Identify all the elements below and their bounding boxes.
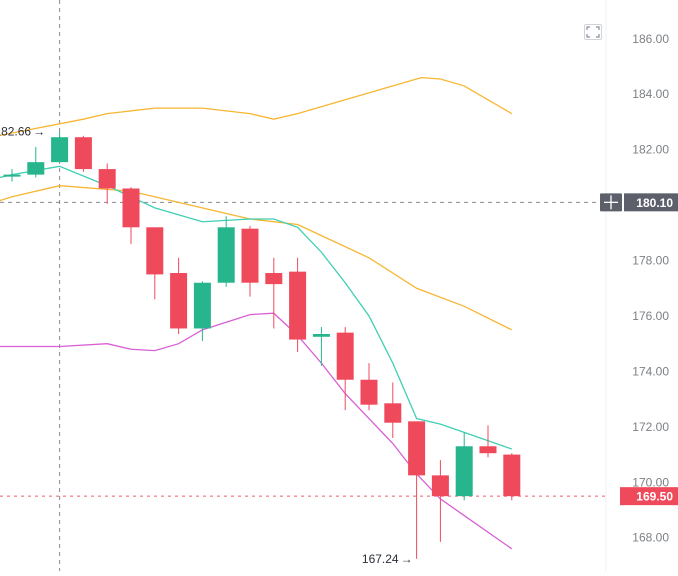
candle-body[interactable] [193,282,211,329]
candle-body[interactable] [289,271,307,340]
low-price-label: 167.24 [362,552,399,566]
candle-body[interactable] [146,227,164,275]
moving-average-line [0,165,513,450]
candle-body[interactable] [122,188,140,228]
y-tick-label: 184.00 [632,87,669,101]
candle-body[interactable] [360,379,378,405]
lower-band-line [0,312,513,550]
y-tick-label: 168.00 [632,531,669,545]
y-tick-label: 182.00 [632,143,669,157]
candle-body[interactable] [3,174,21,177]
candle-body[interactable] [74,137,92,170]
middle-band-line [0,185,513,331]
last-price-label: 169.50 [636,490,673,504]
candle-body[interactable] [384,403,402,423]
y-tick-label: 172.00 [632,420,669,434]
candle-body[interactable] [51,137,69,163]
candle-body[interactable] [312,334,330,337]
expand-icon[interactable] [584,24,602,40]
upper-band-line [0,76,513,137]
candle-body[interactable] [27,162,45,175]
candle-body[interactable] [503,454,521,497]
crosshair-price-label: 180.10 [636,196,673,210]
candle-body[interactable] [241,228,259,283]
candle-body[interactable] [98,169,116,189]
candle-body[interactable] [408,421,426,476]
candle-body[interactable] [265,273,283,285]
last-price-tag [620,487,678,506]
candle-body[interactable] [479,446,497,454]
candle-body[interactable] [336,332,354,380]
candle-body[interactable] [217,227,235,283]
candle-body[interactable] [170,273,188,329]
y-tick-label: 170.00 [632,475,669,489]
y-tick-label: 176.00 [632,309,669,323]
candle-body[interactable] [431,475,449,497]
candle-body[interactable] [455,446,473,497]
crosshair-price-tag [624,193,678,212]
high-price-label: 182.66 [0,124,31,138]
y-tick-label: 186.00 [632,32,669,46]
low-arrow-icon: → [401,552,413,566]
y-tick-label: 178.00 [632,254,669,268]
y-tick-label: 174.00 [632,364,669,378]
high-arrow-icon: → [33,124,45,138]
